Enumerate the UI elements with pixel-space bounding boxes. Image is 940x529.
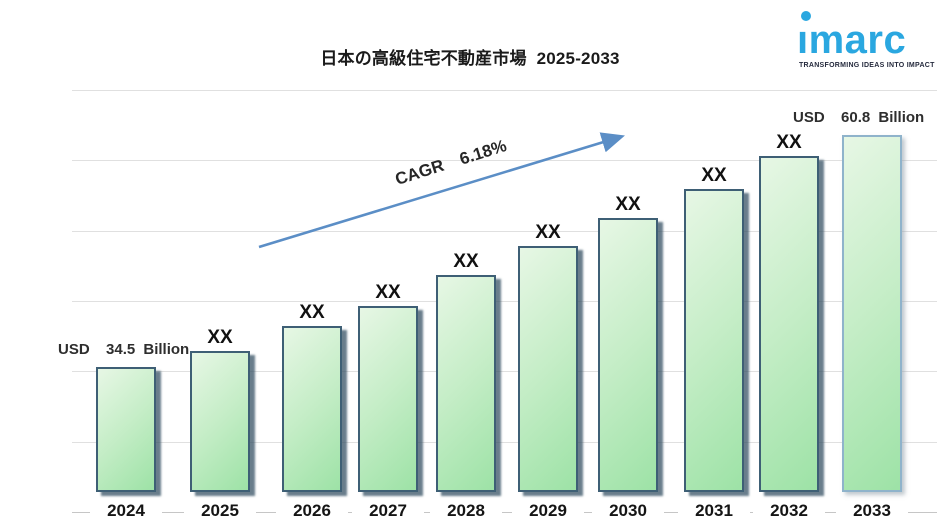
year-label-2031: 2031 bbox=[678, 501, 750, 521]
logo-tagline: TRANSFORMING IDEAS INTO IMPACT bbox=[799, 62, 935, 69]
value-label-2031: XX bbox=[701, 165, 727, 186]
year-label-2027: 2027 bbox=[352, 501, 424, 521]
value-label-2027: XX bbox=[375, 282, 401, 303]
bar-2027 bbox=[358, 306, 418, 492]
year-label-2026: 2026 bbox=[276, 501, 348, 521]
imarc-logo: ımarc TRANSFORMING IDEAS INTO IMPACT bbox=[797, 10, 935, 72]
year-label-2030: 2030 bbox=[592, 501, 664, 521]
bar-2033 bbox=[842, 135, 902, 492]
bar-2030 bbox=[598, 218, 658, 492]
bar-2024 bbox=[96, 367, 156, 492]
bar-2026 bbox=[282, 326, 342, 492]
value-label-2028: XX bbox=[453, 251, 479, 272]
year-label-2028: 2028 bbox=[430, 501, 502, 521]
value-label-2030: XX bbox=[615, 194, 641, 215]
gridline bbox=[72, 301, 937, 302]
year-label-2025: 2025 bbox=[184, 501, 256, 521]
bar-2032 bbox=[759, 156, 819, 492]
cagr-label: CAGR 6.18% bbox=[392, 136, 509, 189]
logo-i-dot-icon bbox=[801, 11, 811, 21]
bar-2029 bbox=[518, 246, 578, 492]
value-label-2025: XX bbox=[207, 327, 233, 348]
gridline bbox=[72, 90, 937, 91]
year-label-2029: 2029 bbox=[512, 501, 584, 521]
bar-2028 bbox=[436, 275, 496, 492]
chart-title: 日本の高級住宅不動産市場 2025-2033 bbox=[320, 49, 620, 68]
value-label-2029: XX bbox=[535, 222, 561, 243]
year-label-2024: 2024 bbox=[90, 501, 162, 521]
gridline bbox=[72, 371, 937, 372]
bar-2025 bbox=[190, 351, 250, 492]
x-axis-line bbox=[72, 512, 937, 513]
bar-2031 bbox=[684, 189, 744, 492]
gridline bbox=[72, 442, 937, 443]
year-label-2032: 2032 bbox=[753, 501, 825, 521]
value-label-2026: XX bbox=[299, 302, 325, 323]
value-label-2032: XX bbox=[776, 132, 802, 153]
logo-wordmark: ımarc bbox=[797, 18, 907, 62]
value-label-2024: USD 34.5 Billion bbox=[58, 341, 190, 358]
value-label-2033: USD 60.8 Billion bbox=[793, 109, 925, 126]
year-label-2033: 2033 bbox=[836, 501, 908, 521]
